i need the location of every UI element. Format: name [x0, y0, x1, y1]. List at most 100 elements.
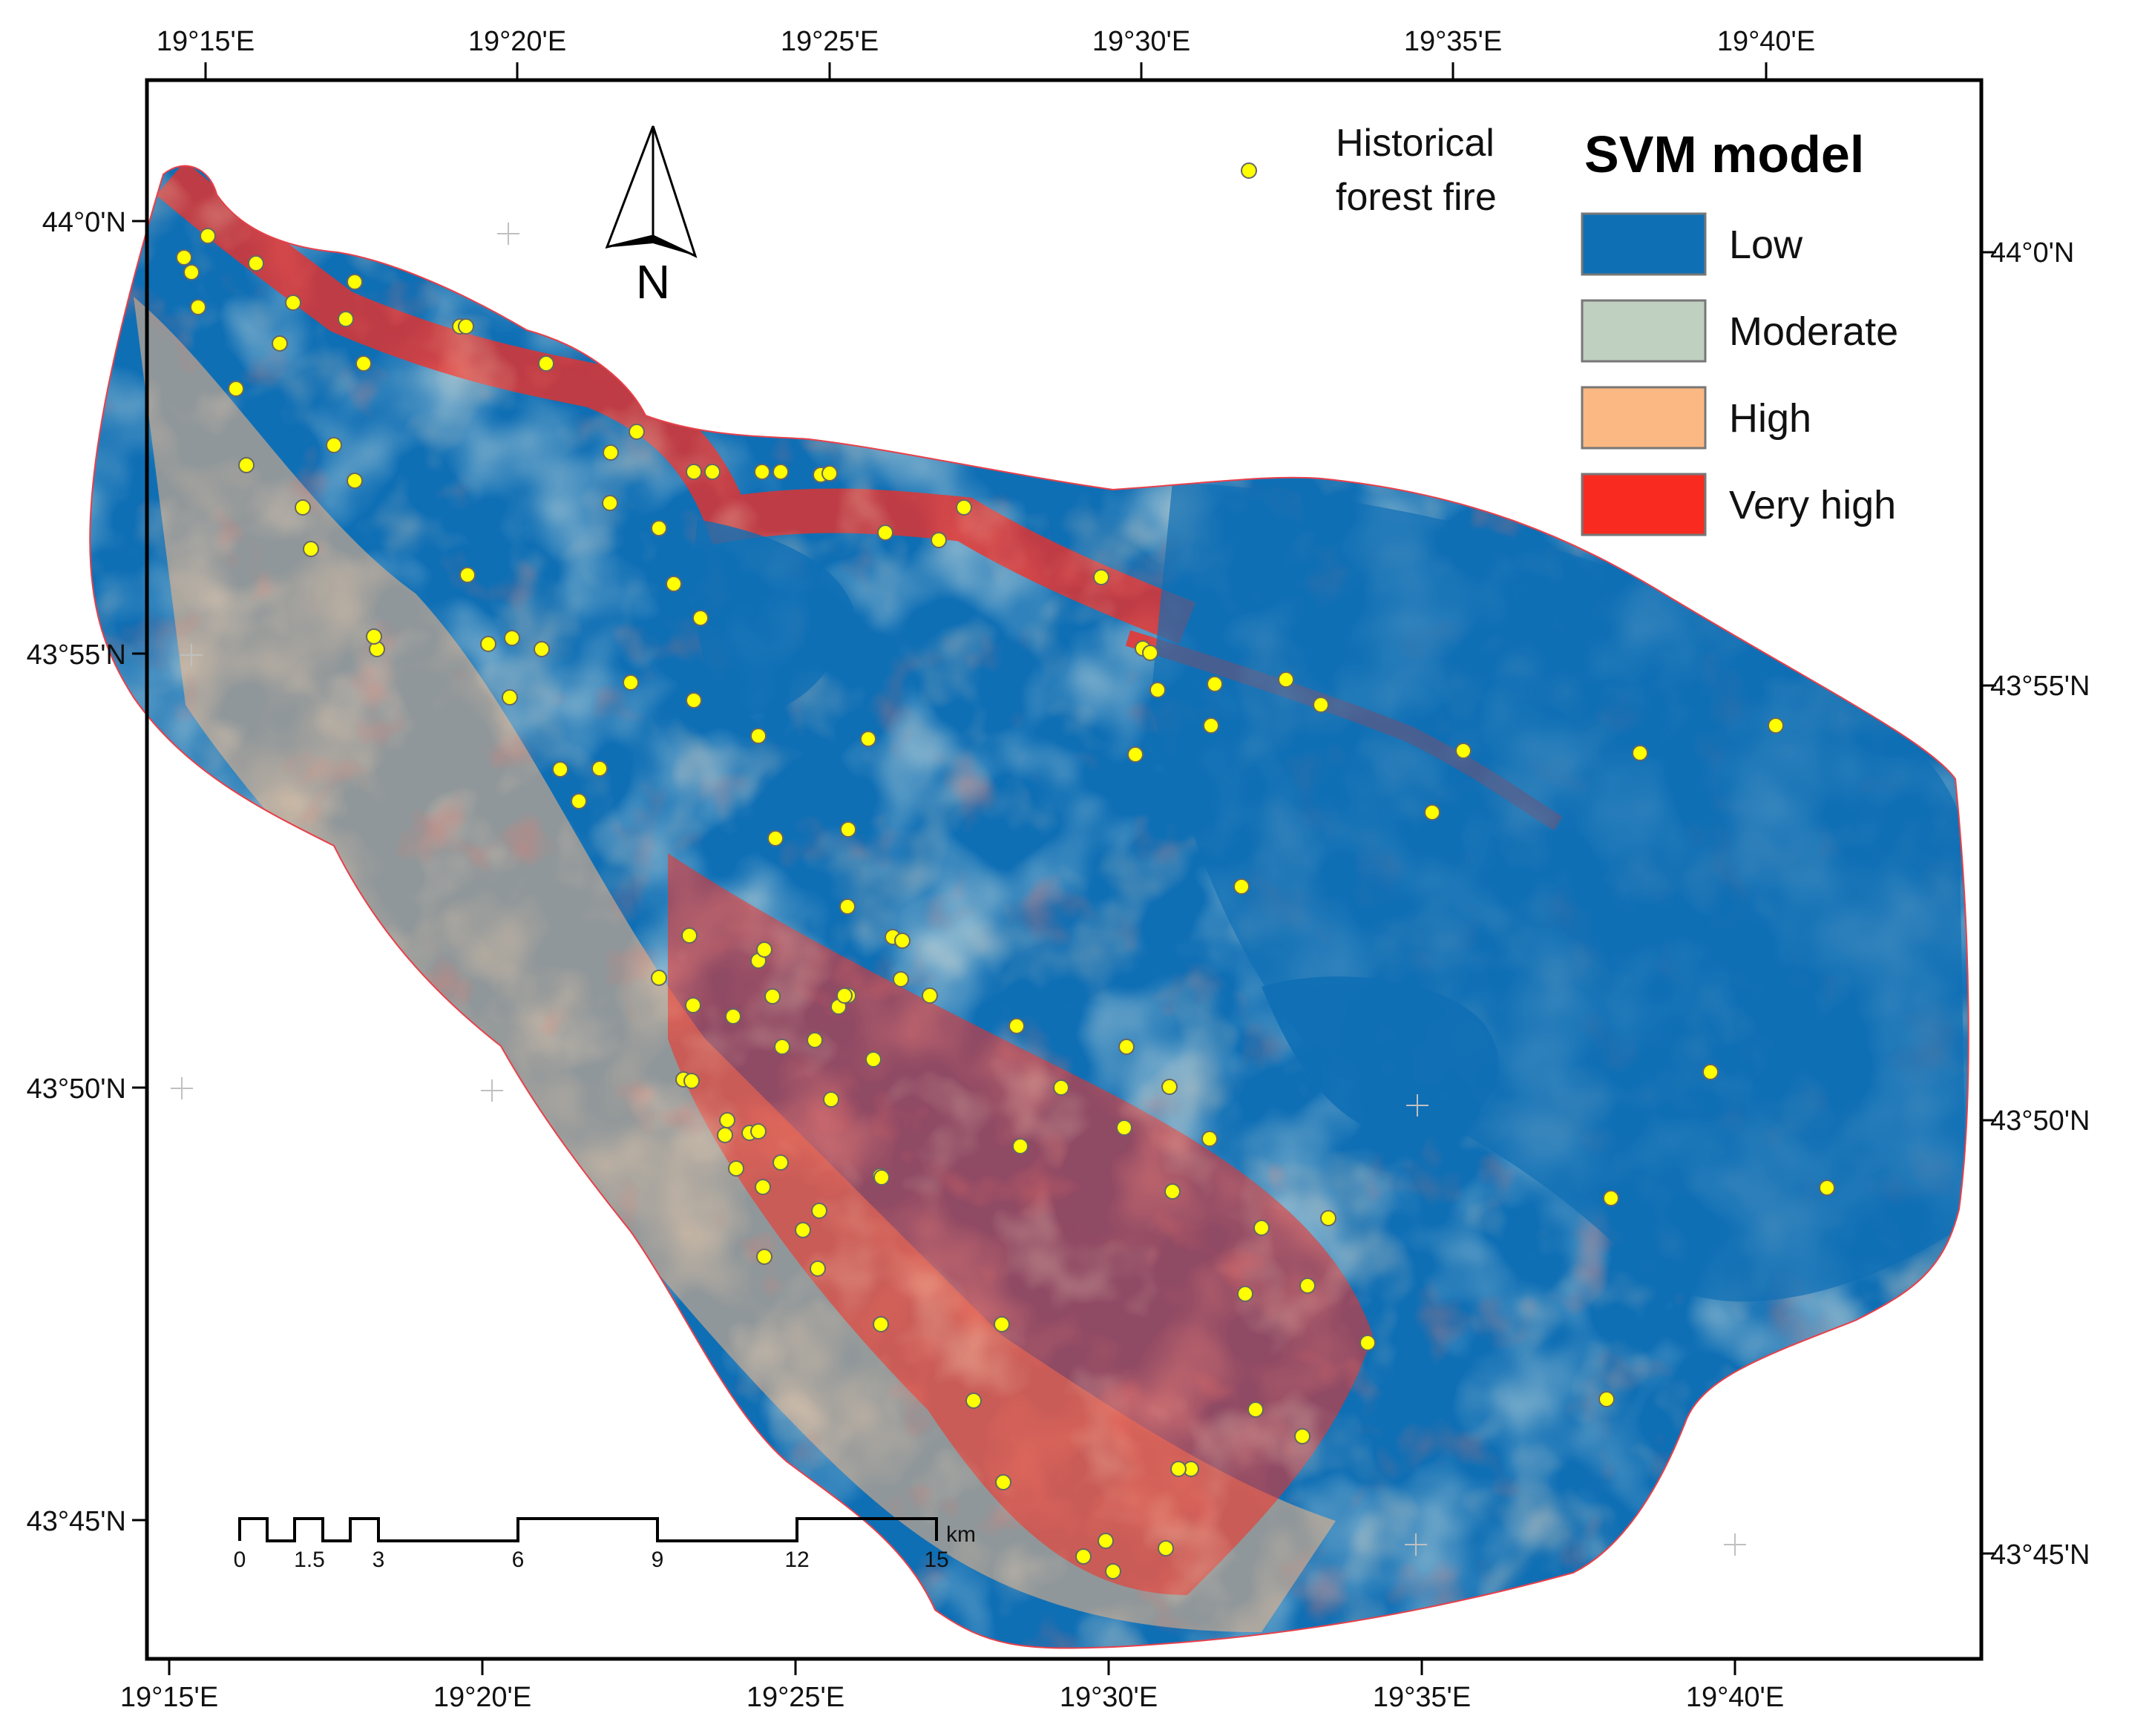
grid-cross: [180, 644, 203, 666]
fire-point: [1424, 804, 1440, 821]
fire-point: [1105, 1563, 1121, 1579]
right-lat-label: 43°50'N: [1990, 1105, 2090, 1137]
fire-point: [200, 228, 216, 244]
fire-point: [629, 424, 645, 440]
fire-point: [681, 927, 698, 944]
fire-point: [873, 1169, 890, 1186]
fire-point: [1142, 645, 1158, 661]
fire-point: [692, 610, 709, 626]
fire-point: [1278, 671, 1294, 688]
north-arrow-base: [612, 236, 695, 256]
fire-point: [326, 437, 342, 453]
legend-label-very-high: Very high: [1729, 483, 1896, 527]
susceptibility-legend: SVM model Low Moderate High Very high: [1581, 125, 1898, 536]
bottom-lon-label: 19°15'E: [120, 1682, 218, 1713]
fire-point: [1253, 1220, 1270, 1236]
fire-point: [571, 793, 587, 809]
scale-unit-label: km: [946, 1522, 976, 1547]
fire-point: [965, 1393, 982, 1409]
fire-point: [807, 1032, 823, 1048]
fire-point: [994, 1316, 1010, 1332]
fire-point: [683, 1073, 700, 1089]
scale-tick-label: 6: [512, 1548, 525, 1572]
grid-cross: [497, 223, 519, 245]
scale-tick-label: 9: [652, 1548, 664, 1572]
fire-point: [1455, 743, 1472, 759]
legend-title: SVM model: [1584, 125, 1864, 183]
legend-label-low: Low: [1729, 223, 1803, 267]
top-lon-label: 19°15'E: [157, 26, 255, 57]
fire-point: [860, 731, 876, 747]
bottom-lon-label: 19°25'E: [747, 1682, 844, 1713]
fire-point: [534, 641, 550, 657]
fire-point: [1359, 1335, 1376, 1351]
fire-point: [931, 532, 947, 548]
fire-point: [767, 830, 784, 846]
grid-cross: [481, 1079, 503, 1102]
fire-point: [355, 355, 372, 372]
fire-point: [1233, 878, 1250, 895]
fire-point: [1203, 717, 1219, 734]
fire-point: [651, 520, 667, 536]
fire-point: [750, 1123, 767, 1140]
fire-point: [840, 821, 856, 838]
fire-point: [821, 465, 838, 481]
fire-point: [666, 576, 682, 592]
left-lat-label: 43°50'N: [27, 1074, 126, 1105]
fire-point: [755, 1179, 771, 1195]
fire-point: [725, 1008, 741, 1025]
fire-point: [1098, 1533, 1114, 1549]
fire-point: [956, 499, 972, 516]
scale-bar-line: [238, 1517, 938, 1542]
fire-point: [1008, 1018, 1025, 1034]
fire-point: [839, 898, 856, 915]
top-lon-label: 19°20'E: [468, 26, 566, 57]
right-lat-label: 43°55'N: [1990, 671, 2090, 702]
fire-point: [623, 674, 639, 691]
legend-swatch-high: [1581, 386, 1707, 450]
fire-point: [754, 464, 770, 480]
grid-cross: [171, 1077, 193, 1099]
fire-point: [347, 473, 363, 489]
fire-point: [1247, 1401, 1264, 1418]
grid-cross: [1724, 1533, 1746, 1556]
left-lat-label: 43°55'N: [27, 640, 126, 671]
fire-point: [603, 444, 619, 461]
fire-point: [1768, 717, 1784, 734]
fire-point: [480, 636, 496, 652]
fire-point: [176, 249, 192, 266]
fire-point: [1118, 1039, 1135, 1055]
fire-point: [459, 567, 476, 583]
fire-point: [458, 318, 474, 335]
fire-point: [272, 335, 288, 352]
fire-point: [1702, 1064, 1719, 1080]
fire-point: [1207, 676, 1223, 692]
fire-point: [190, 299, 206, 315]
scale-tick-label: 12: [784, 1548, 809, 1572]
fire-legend-marker: [1241, 162, 1257, 179]
grid-cross: [1406, 1094, 1428, 1117]
left-lat-label: 43°45'N: [27, 1506, 126, 1537]
fire-point: [183, 264, 200, 280]
legend-label-high: High: [1729, 396, 1811, 441]
fire-point: [1127, 746, 1144, 763]
fire-point: [756, 1249, 772, 1265]
fire-point: [228, 381, 244, 397]
legend-swatch-moderate: [1581, 299, 1707, 363]
fire-point: [836, 987, 853, 1004]
top-lon-label: 19°30'E: [1092, 26, 1190, 57]
scale-tick-label: 15: [924, 1548, 948, 1572]
fire-point: [602, 495, 618, 511]
fire-point: [1161, 1079, 1178, 1095]
fire-point: [1819, 1180, 1835, 1196]
low-zone-north-central: [693, 519, 853, 715]
scale-tick-label: 0: [234, 1548, 246, 1572]
low-zone-core: [1262, 976, 1499, 1142]
fire-point: [728, 1160, 744, 1177]
fire-point: [1053, 1079, 1069, 1096]
fire-point: [823, 1091, 839, 1108]
legend-label-moderate: Moderate: [1729, 309, 1898, 354]
scale-tick-label: 1.5: [294, 1548, 325, 1572]
fire-legend: Historical forest fire: [1241, 122, 1497, 219]
